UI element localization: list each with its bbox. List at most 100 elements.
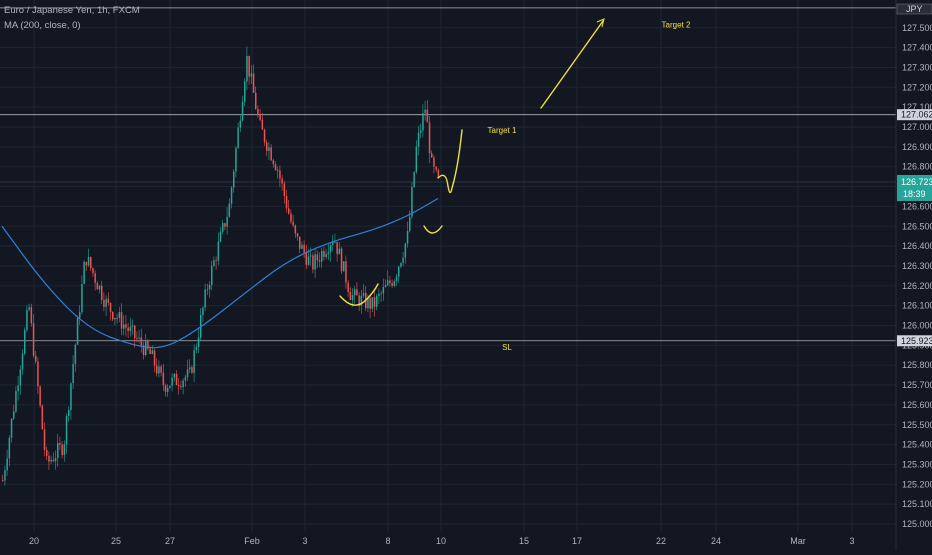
candle-body — [103, 300, 105, 307]
candle-body — [426, 109, 429, 123]
price-axis[interactable]: 125.000 125.100 125.200 125.300 125.400 125.5… — [895, 0, 932, 550]
candle-body — [112, 311, 114, 320]
candle-body — [358, 295, 360, 306]
candle-body — [32, 323, 35, 356]
candle-body — [422, 113, 424, 131]
y-tick-label: 125.300 — [902, 459, 932, 469]
candle-body — [39, 386, 41, 406]
candle-body — [296, 233, 299, 237]
candle-body — [380, 293, 382, 295]
candle-body — [404, 243, 407, 258]
candle-body — [237, 127, 239, 149]
candle-body — [186, 369, 189, 378]
drawing-curve-up[interactable] — [437, 129, 463, 194]
annotations: Target 2 Target 1 SL — [488, 21, 691, 353]
candle-body — [70, 383, 72, 410]
drawing-curve-bottom-1[interactable] — [339, 283, 379, 306]
candle-body — [356, 289, 358, 296]
annotation-label[interactable]: Target 1 — [488, 126, 517, 135]
y-tick-label: 125.500 — [902, 420, 932, 430]
ma-line — [1, 197, 439, 349]
candle-body — [277, 169, 279, 171]
candle-body — [74, 344, 77, 364]
candle-body — [336, 241, 338, 255]
candle-body — [37, 361, 39, 387]
candle-body — [57, 443, 59, 459]
candle-body — [43, 429, 46, 450]
candles — [2, 46, 440, 486]
annotation-label[interactable]: SL — [502, 343, 512, 352]
y-tick-label: 127.400 — [902, 43, 932, 53]
candle-body — [268, 147, 270, 151]
drawing-arrow-target2[interactable] — [540, 20, 604, 109]
x-tick-label: Mar — [790, 536, 806, 546]
candle-body — [310, 255, 312, 257]
price-tags: 127.062 125.923 126.723 18:39 JPY — [896, 3, 932, 347]
candle-body — [142, 345, 145, 355]
ma-indicator-label[interactable]: MA (200, close, 0) — [4, 20, 81, 31]
candle-body — [323, 251, 325, 257]
y-tick-label: 125.800 — [902, 360, 932, 370]
candle-body — [321, 251, 323, 262]
candle-body — [272, 160, 275, 165]
candle-body — [292, 221, 294, 226]
candle-body — [105, 298, 107, 307]
candle-body — [226, 216, 228, 227]
x-tick-label: 27 — [165, 536, 175, 546]
candle-body — [35, 355, 37, 362]
candle-body — [169, 385, 171, 389]
candle-body — [340, 248, 343, 272]
y-tick-label: 127.100 — [902, 102, 932, 112]
candle-body — [299, 236, 301, 249]
y-tick-label: 126.800 — [902, 162, 932, 172]
y-tick-label: 125.200 — [902, 479, 932, 489]
candle-body — [376, 295, 378, 307]
candle-body — [164, 385, 167, 392]
candle-body — [233, 171, 235, 188]
candle-body — [360, 295, 363, 306]
candle-body — [285, 195, 288, 209]
x-tick-label: 25 — [111, 536, 121, 546]
symbol-label[interactable]: Euro / Japanese Yen, 1h, FXCM — [4, 5, 140, 16]
candle-body — [270, 147, 272, 161]
candle-body — [433, 157, 435, 167]
candle-body — [182, 380, 184, 387]
candle-body — [283, 183, 286, 196]
annotation-label[interactable]: Target 2 — [662, 21, 691, 30]
candle-body — [428, 122, 431, 154]
candle-body — [257, 109, 259, 116]
candle-body — [118, 312, 121, 318]
candle-body — [50, 459, 52, 462]
candle-body — [395, 276, 398, 282]
drawing-curve-bottom-2[interactable] — [423, 225, 443, 234]
x-tick-label: 8 — [385, 536, 390, 546]
candle-body — [193, 350, 195, 373]
candle-body — [294, 225, 297, 234]
arrow-head — [596, 18, 605, 28]
currency-badge[interactable]: JPY — [906, 4, 923, 14]
candle-body — [26, 309, 28, 331]
candle-body — [15, 391, 17, 412]
candle-body — [160, 366, 162, 373]
price-tag-125923-bg — [897, 335, 932, 347]
candle-body — [61, 444, 63, 455]
candle-body — [303, 244, 305, 253]
candle-body — [202, 307, 204, 316]
candle-body — [90, 257, 92, 269]
candle-body — [173, 373, 176, 378]
candle-body — [244, 81, 246, 102]
candle-body — [28, 307, 30, 310]
candle-body — [208, 284, 211, 290]
y-tick-label: 125.400 — [902, 440, 932, 450]
y-tick-label: 125.100 — [902, 499, 932, 509]
time-axis[interactable]: 20 25 27 Feb 3 8 10 15 17 22 24 Mar 3 — [29, 536, 855, 546]
drawings — [339, 18, 605, 306]
candle-body — [10, 418, 13, 438]
candle-body — [402, 257, 404, 263]
candle-body — [343, 261, 345, 272]
candle-body — [235, 148, 237, 172]
x-tick-label: Feb — [244, 536, 260, 546]
price-axis-bg — [896, 0, 932, 550]
